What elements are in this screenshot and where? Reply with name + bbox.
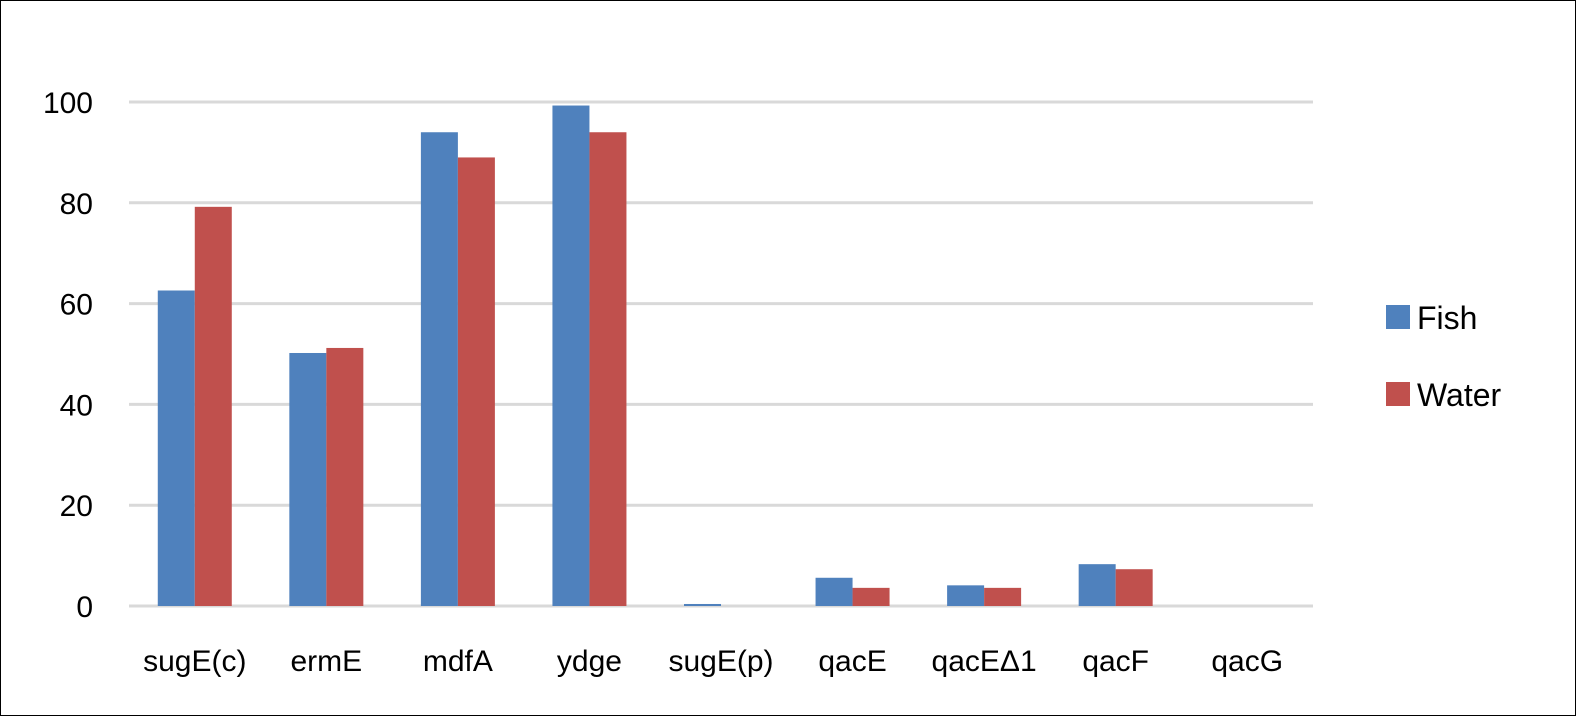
y-tick-label: 100 [43,87,93,120]
bar-fish-7 [1078,564,1116,606]
x-category-label: ermE [290,645,362,678]
bar-water-3 [589,132,627,607]
legend-label-water: Water [1417,377,1502,413]
y-tick-label: 60 [60,289,93,322]
x-category-label: qacG [1211,645,1283,678]
bar-fish-3 [552,105,590,606]
bar-water-1 [326,347,364,606]
bars [157,105,1153,607]
legend-swatch-water [1386,382,1410,406]
bar-water-6 [984,587,1022,606]
bar-water-5 [852,587,890,606]
bar-water-7 [1115,569,1153,606]
legend-swatch-fish [1386,305,1410,329]
y-tick-label: 40 [60,389,93,422]
x-category-label: mdfA [423,645,493,678]
x-category-label: qacF [1082,645,1149,678]
y-tick-label: 0 [76,591,93,624]
x-category-label: sugE(c) [143,645,246,678]
y-axis-ticks: 0 20 40 60 80 100 [43,87,93,624]
bar-water-0 [194,206,232,606]
bar-fish-1 [289,352,327,606]
x-category-label: qacE [818,645,886,678]
legend: Fish Water [1386,300,1502,413]
bar-fish-5 [815,577,853,606]
bar-fish-0 [157,290,195,606]
legend-label-fish: Fish [1417,300,1477,336]
x-axis-categories: sugE(c) ermE mdfA ydge sugE(p) qacE qacEΔ1 qacF… [143,645,1283,678]
x-category-label: qacEΔ1 [932,645,1037,678]
bar-fish-2 [420,132,458,607]
x-category-label: ydge [557,645,622,678]
y-tick-label: 20 [60,490,93,523]
y-tick-label: 80 [60,188,93,221]
bar-water-2 [457,157,495,606]
bar-fish-4 [684,603,721,606]
x-category-label: sugE(p) [668,645,773,678]
bar-fish-6 [947,585,985,606]
